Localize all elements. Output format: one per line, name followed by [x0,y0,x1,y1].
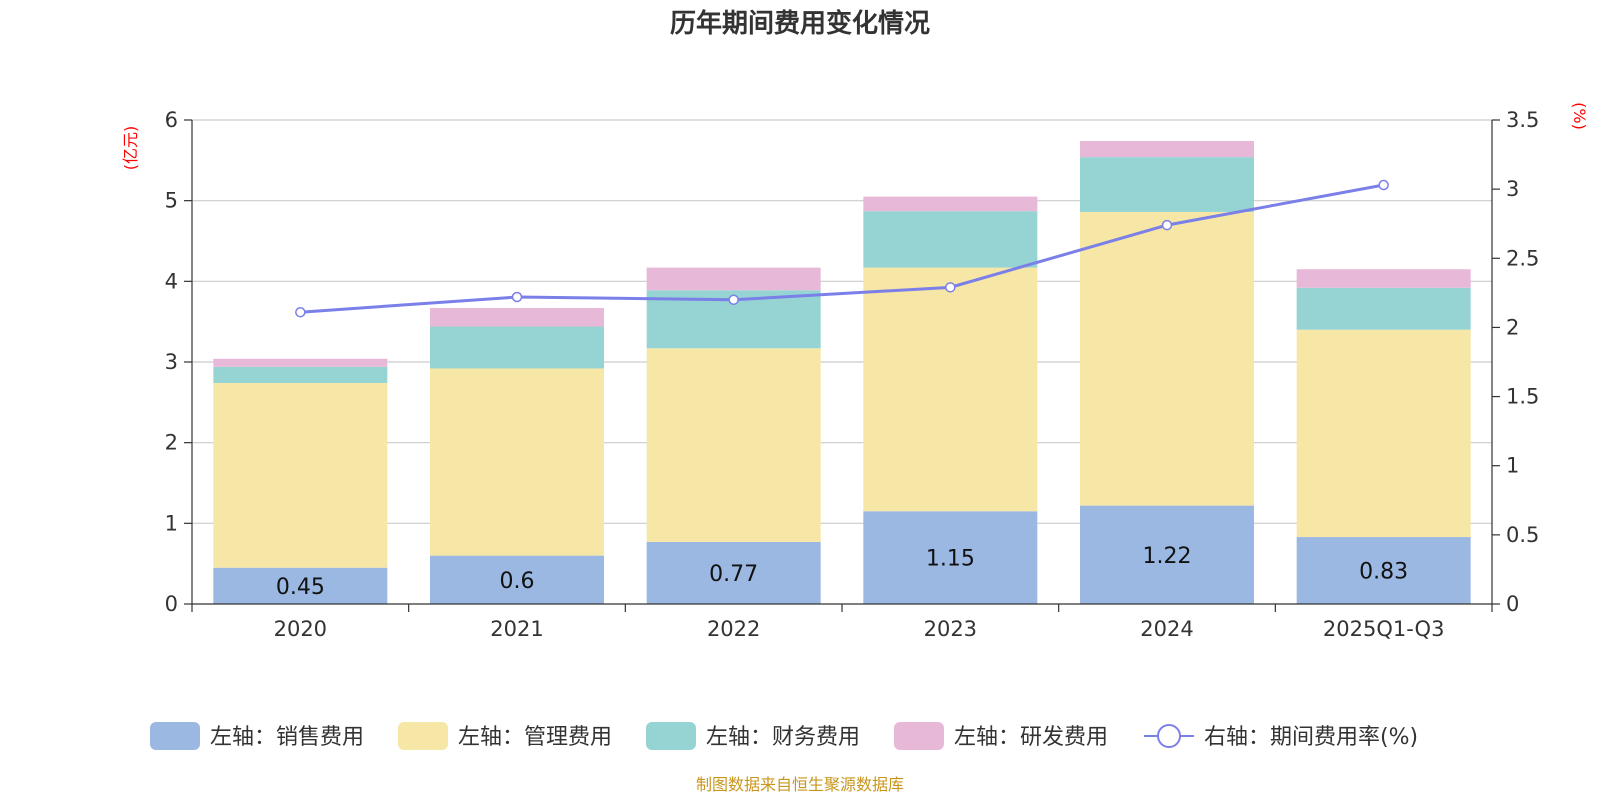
bar-segment [430,368,604,556]
bar-segment [213,567,388,604]
bar-segment [213,358,388,367]
bar-segment [1296,537,1471,604]
line-series [295,179,1389,318]
bar-segment [863,267,1038,512]
bar-segment [863,511,1038,604]
bar-segment [1080,211,1254,506]
legend-label: 右轴：期间费用率(%) [1204,725,1418,750]
right-tick-label: 0 [1506,592,1519,616]
right-tick-label: 0.5 [1506,523,1539,547]
legend-swatch [646,722,696,750]
bar-segment [646,267,821,291]
x-tick-label: 2023 [924,617,977,641]
bar-segment [430,555,604,604]
bar-value-label: 0.77 [709,562,758,587]
rate-point [728,294,739,306]
legend-label: 左轴：销售费用 [210,725,364,750]
bar-segment [646,348,821,542]
rate-point [511,291,523,303]
bar-segment [430,307,604,327]
gridlines [192,119,1492,524]
rate-point [945,282,956,293]
source-note: 制图数据来自恒生聚源数据库 [696,775,904,794]
bar-segment [1296,269,1471,288]
bar-segment [213,366,388,383]
bar-segment [1296,287,1471,330]
rate-point [1378,179,1389,191]
legend: 左轴：销售费用 左轴：管理费用 左轴：财务费用 左轴：研发费用 右轴：期间费用率(%) [150,722,1418,750]
bar-segment [430,326,604,369]
bar-value-label: 1.22 [1143,544,1192,569]
rate-point [295,306,306,318]
left-tick-label: 4 [165,269,178,293]
x-tick-label: 2022 [707,617,760,641]
x-tick-label: 2024 [1140,617,1193,641]
right-tick-label: 3 [1506,177,1519,201]
legend-swatch [398,722,448,750]
legend-swatch [150,722,200,750]
data-labels: 0.45 0.6 0.77 1.15 1.22 0.83 [276,544,1408,600]
right-tick-label: 1 [1506,454,1519,478]
bar-value-label: 0.83 [1359,560,1408,585]
left-tick-label: 0 [165,592,178,616]
bar-segment [1080,157,1254,212]
bar-segment [863,211,1038,268]
left-tick-label: 5 [165,189,178,213]
left-axis-unit: (亿元) [121,126,140,171]
x-tick-label: 2020 [274,617,327,641]
right-axis-unit: (%) [1570,102,1589,130]
rate-line [300,183,1384,314]
bar-segment [213,382,388,568]
chart-title: 历年期间费用变化情况 [670,8,930,39]
bar-series [213,140,1471,604]
bar-segment [863,196,1038,212]
bar-segment [1080,140,1254,158]
x-tick-label: 2021 [490,617,543,641]
bar-value-label: 0.6 [500,569,535,594]
bar-value-label: 0.45 [276,575,325,600]
legend-label: 左轴：管理费用 [458,725,612,750]
bar-segment [1080,505,1254,604]
left-tick-label: 1 [165,511,178,535]
legend-label: 左轴：财务费用 [706,725,860,750]
left-tick-label: 2 [165,431,178,455]
axes: 0 1 2 3 4 5 6 0 0.5 1 1.5 2 2.5 3 3.5 2020 2021 2022 2023 2… [165,108,1540,641]
right-tick-label: 1.5 [1506,385,1539,409]
bar-segment [1296,329,1471,538]
legend-label: 左轴：研发费用 [954,725,1108,750]
rate-point [1161,219,1173,231]
right-tick-label: 3.5 [1506,108,1539,132]
left-tick-label: 6 [165,108,178,132]
right-tick-label: 2.5 [1506,246,1539,270]
legend-marker [1157,724,1181,748]
bar-segment [646,541,821,604]
right-tick-label: 2 [1506,315,1519,339]
bar-value-label: 1.15 [926,547,975,572]
left-tick-label: 3 [165,350,178,374]
legend-swatch [894,722,944,750]
x-tick-label: 2025Q1-Q3 [1323,617,1445,641]
